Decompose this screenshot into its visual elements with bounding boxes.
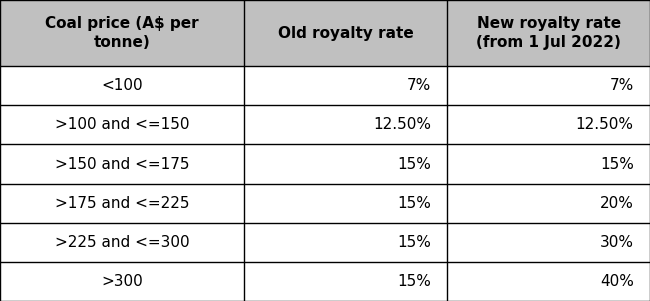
Text: Old royalty rate: Old royalty rate	[278, 26, 413, 41]
Text: >225 and <=300: >225 and <=300	[55, 235, 190, 250]
Bar	[0, 0, 244, 66]
Bar	[0, 105, 244, 144]
Text: <100: <100	[101, 78, 143, 93]
Text: >300: >300	[101, 274, 143, 289]
Text: >100 and <=150: >100 and <=150	[55, 117, 189, 132]
Bar	[447, 184, 650, 223]
Bar	[447, 105, 650, 144]
Text: Coal price (A$ per
tonne): Coal price (A$ per tonne)	[46, 16, 199, 50]
Text: 15%: 15%	[600, 157, 634, 172]
Text: >175 and <=225: >175 and <=225	[55, 196, 189, 211]
Text: 12.50%: 12.50%	[373, 117, 431, 132]
Text: New royalty rate
(from 1 Jul 2022): New royalty rate (from 1 Jul 2022)	[476, 16, 621, 50]
Bar	[0, 184, 244, 223]
Bar	[244, 262, 447, 301]
Text: >150 and <=175: >150 and <=175	[55, 157, 189, 172]
Bar	[244, 144, 447, 184]
Bar	[244, 184, 447, 223]
Text: 7%: 7%	[407, 78, 431, 93]
Bar	[244, 0, 447, 66]
Bar	[447, 0, 650, 66]
Bar	[447, 144, 650, 184]
Bar	[0, 144, 244, 184]
Text: 15%: 15%	[397, 157, 431, 172]
Bar	[0, 262, 244, 301]
Bar	[447, 223, 650, 262]
Text: 15%: 15%	[397, 235, 431, 250]
Bar	[0, 223, 244, 262]
Text: 40%: 40%	[600, 274, 634, 289]
Bar	[447, 262, 650, 301]
Text: 12.50%: 12.50%	[576, 117, 634, 132]
Text: 15%: 15%	[397, 196, 431, 211]
Text: 30%: 30%	[600, 235, 634, 250]
Text: 7%: 7%	[610, 78, 634, 93]
Bar	[244, 66, 447, 105]
Text: 20%: 20%	[600, 196, 634, 211]
Bar	[244, 105, 447, 144]
Bar	[244, 223, 447, 262]
Bar	[447, 66, 650, 105]
Bar	[0, 66, 244, 105]
Text: 15%: 15%	[397, 274, 431, 289]
